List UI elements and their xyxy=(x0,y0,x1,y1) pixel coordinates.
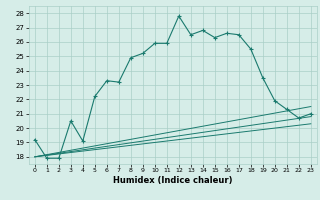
X-axis label: Humidex (Indice chaleur): Humidex (Indice chaleur) xyxy=(113,176,233,185)
